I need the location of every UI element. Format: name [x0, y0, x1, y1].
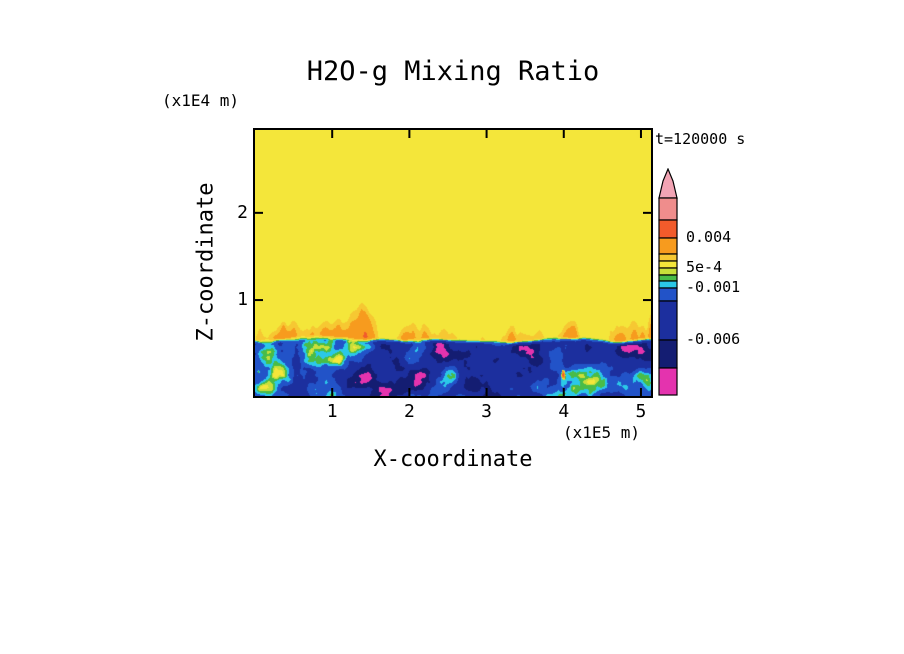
heatmap-canvas: [255, 130, 651, 396]
colorbar-level-label: 5e-4: [686, 258, 723, 276]
colorbar-level-label: 0.004: [686, 228, 732, 246]
plot-area: [253, 128, 653, 398]
x-tick-label: 1: [326, 401, 338, 422]
x-tick-label: 5: [635, 401, 647, 422]
y-tick-label: 1: [237, 289, 248, 311]
colorbar-level-label: -0.001: [686, 278, 741, 296]
chart-title: H2O-g Mixing Ratio: [306, 56, 600, 87]
x-tick-label: 3: [481, 401, 492, 422]
x-axis-unit: (x1E5 m): [563, 423, 641, 442]
colorbar-level-label: -0.006: [686, 330, 741, 348]
time-annotation: t=120000 s: [655, 130, 746, 148]
x-tick-label: 2: [403, 401, 415, 422]
y-axis-unit: (x1E4 m): [162, 91, 240, 110]
x-tick-label: 4: [558, 401, 570, 422]
x-axis-label: X-coordinate: [373, 447, 533, 472]
colorbar: [658, 168, 678, 396]
y-tick-label: 2: [237, 201, 248, 223]
y-axis-label: Z-coordinate: [193, 182, 219, 342]
